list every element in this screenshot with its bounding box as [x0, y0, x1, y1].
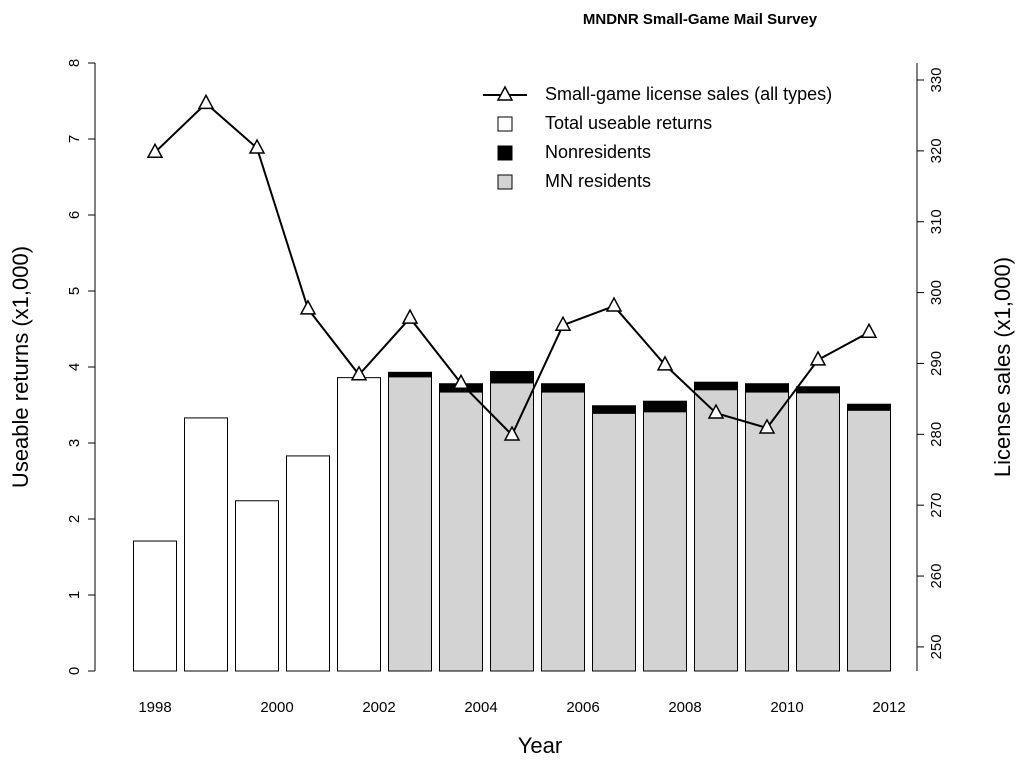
- y-tick-label: 7: [66, 135, 83, 143]
- y-tick-label: 4: [66, 363, 83, 371]
- y2-tick-label: 280: [928, 422, 945, 447]
- line-marker: [197, 93, 215, 110]
- line-marker: [707, 403, 725, 419]
- line-marker: [809, 350, 827, 366]
- stack-segment: [592, 412, 636, 672]
- bar: [184, 417, 228, 672]
- y-tick-label: 8: [66, 59, 83, 67]
- y-tick-label: 5: [66, 287, 83, 295]
- stack-segment: [796, 386, 840, 394]
- bar: [337, 377, 381, 672]
- stack-segment: [847, 409, 891, 672]
- stack-segment: [796, 392, 840, 672]
- line-marker: [401, 308, 419, 324]
- y2-axis-title: License sales (x1,000): [990, 257, 1015, 477]
- x-axis-title: Year: [518, 733, 562, 758]
- line-marker: [554, 315, 572, 331]
- bar: [235, 500, 279, 672]
- legend-swatch: [497, 116, 513, 132]
- stack-segment: [745, 391, 789, 672]
- y-tick-label: 2: [66, 515, 83, 523]
- stack-segment: [643, 411, 687, 672]
- x-tick-label: 2004: [464, 699, 497, 716]
- y2-tick-label: 250: [928, 634, 945, 659]
- line-marker: [860, 322, 878, 339]
- stack-segment: [847, 403, 891, 411]
- line-marker: [146, 142, 164, 159]
- y-tick-label: 1: [66, 591, 83, 599]
- y-axis-title: Useable returns (x1,000): [8, 246, 33, 488]
- stack-segment: [592, 405, 636, 414]
- legend-label: Small-game license sales (all types): [545, 84, 832, 104]
- stack-segment: [439, 391, 483, 672]
- stack-segment: [388, 371, 432, 378]
- line-marker: [248, 138, 266, 154]
- line-marker: [605, 296, 623, 312]
- x-tick-label: 2012: [872, 699, 905, 716]
- y-tick-label: 6: [66, 211, 83, 219]
- x-tick-label: 2002: [362, 699, 395, 716]
- y-tick-label: 3: [66, 439, 83, 447]
- legend-swatch: [497, 174, 513, 190]
- legend-marker: [496, 85, 514, 101]
- legend-label: Nonresidents: [545, 142, 651, 162]
- legend-swatch: [497, 145, 513, 161]
- y2-tick-label: 310: [928, 209, 945, 234]
- x-tick-label: 1998: [138, 699, 171, 716]
- x-tick-label: 2006: [566, 699, 599, 716]
- x-tick-label: 2010: [770, 699, 803, 716]
- y2-tick-label: 270: [928, 493, 945, 518]
- legend-label: Total useable returns: [545, 113, 712, 133]
- y-tick-label: 0: [66, 667, 83, 675]
- stack-segment: [388, 376, 432, 672]
- y2-tick-label: 290: [928, 351, 945, 376]
- y2-tick-label: 300: [928, 280, 945, 305]
- stack-segment: [694, 381, 738, 391]
- stack-segment: [745, 383, 789, 393]
- line-marker: [452, 373, 470, 390]
- line-marker: [299, 299, 317, 315]
- legend-label: MN residents: [545, 171, 651, 191]
- stack-segment: [694, 389, 738, 672]
- stack-segment: [490, 371, 534, 384]
- stack-segment: [541, 391, 585, 672]
- stack-segment: [643, 400, 687, 413]
- y2-tick-label: 320: [928, 138, 945, 163]
- line-marker: [758, 418, 776, 434]
- x-tick-label: 2000: [260, 699, 293, 716]
- x-tick-label: 2008: [668, 699, 701, 716]
- bar: [133, 540, 177, 672]
- line-marker: [656, 355, 674, 371]
- stack-segment: [541, 383, 585, 393]
- line-marker: [503, 425, 521, 441]
- y2-tick-label: 260: [928, 564, 945, 589]
- chart-title: MNDNR Small-Game Mail Survey: [583, 11, 818, 28]
- line-marker: [350, 365, 368, 381]
- bar: [286, 455, 330, 672]
- y2-tick-label: 330: [928, 67, 945, 92]
